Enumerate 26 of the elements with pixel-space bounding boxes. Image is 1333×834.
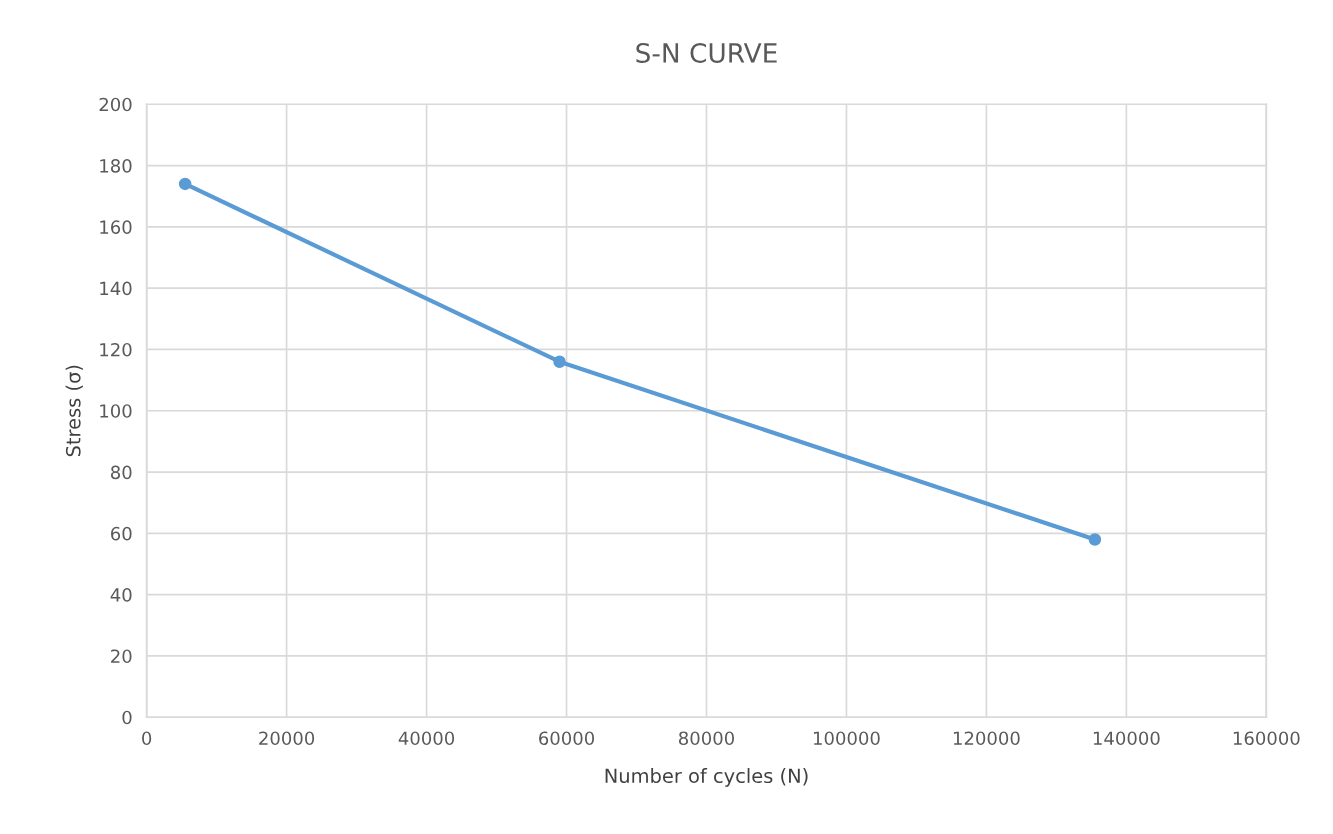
x-tick-label: 40000: [398, 731, 455, 746]
y-tick-label: 0: [122, 710, 132, 725]
point: [1088, 533, 1102, 546]
x-tick-label: 20000: [259, 731, 315, 746]
y-tick-label: 120: [100, 342, 132, 357]
y-tick-label: 180: [100, 159, 132, 173]
point: [553, 355, 566, 368]
y-tick-label: 140: [100, 281, 132, 296]
x-tick-label: 0: [142, 731, 152, 746]
x-tick-label: 120000: [953, 731, 1020, 746]
x-tick-label: 100000: [813, 731, 880, 746]
y-axis-title: Stress (σ): [65, 365, 83, 457]
x-tick-label: 60000: [539, 731, 595, 746]
x-tick-label: 140000: [1093, 731, 1160, 746]
x-tick-label: 80000: [678, 731, 735, 746]
y-tick-label: 200: [99, 97, 132, 112]
x-tick-label: 160000: [1233, 731, 1300, 746]
x-axis-title: Number of cycles (N): [605, 768, 808, 787]
chart-title: S-N CURVE: [636, 43, 777, 63]
y-tick-label: 20: [111, 649, 132, 664]
y-tick-label: 100: [100, 404, 132, 418]
y-tick-label: 80: [110, 465, 132, 480]
y-tick-label: 160: [100, 220, 132, 234]
y-tick-label: 60: [111, 526, 132, 541]
y-tick-label: 40: [110, 588, 132, 602]
point: [178, 177, 192, 191]
